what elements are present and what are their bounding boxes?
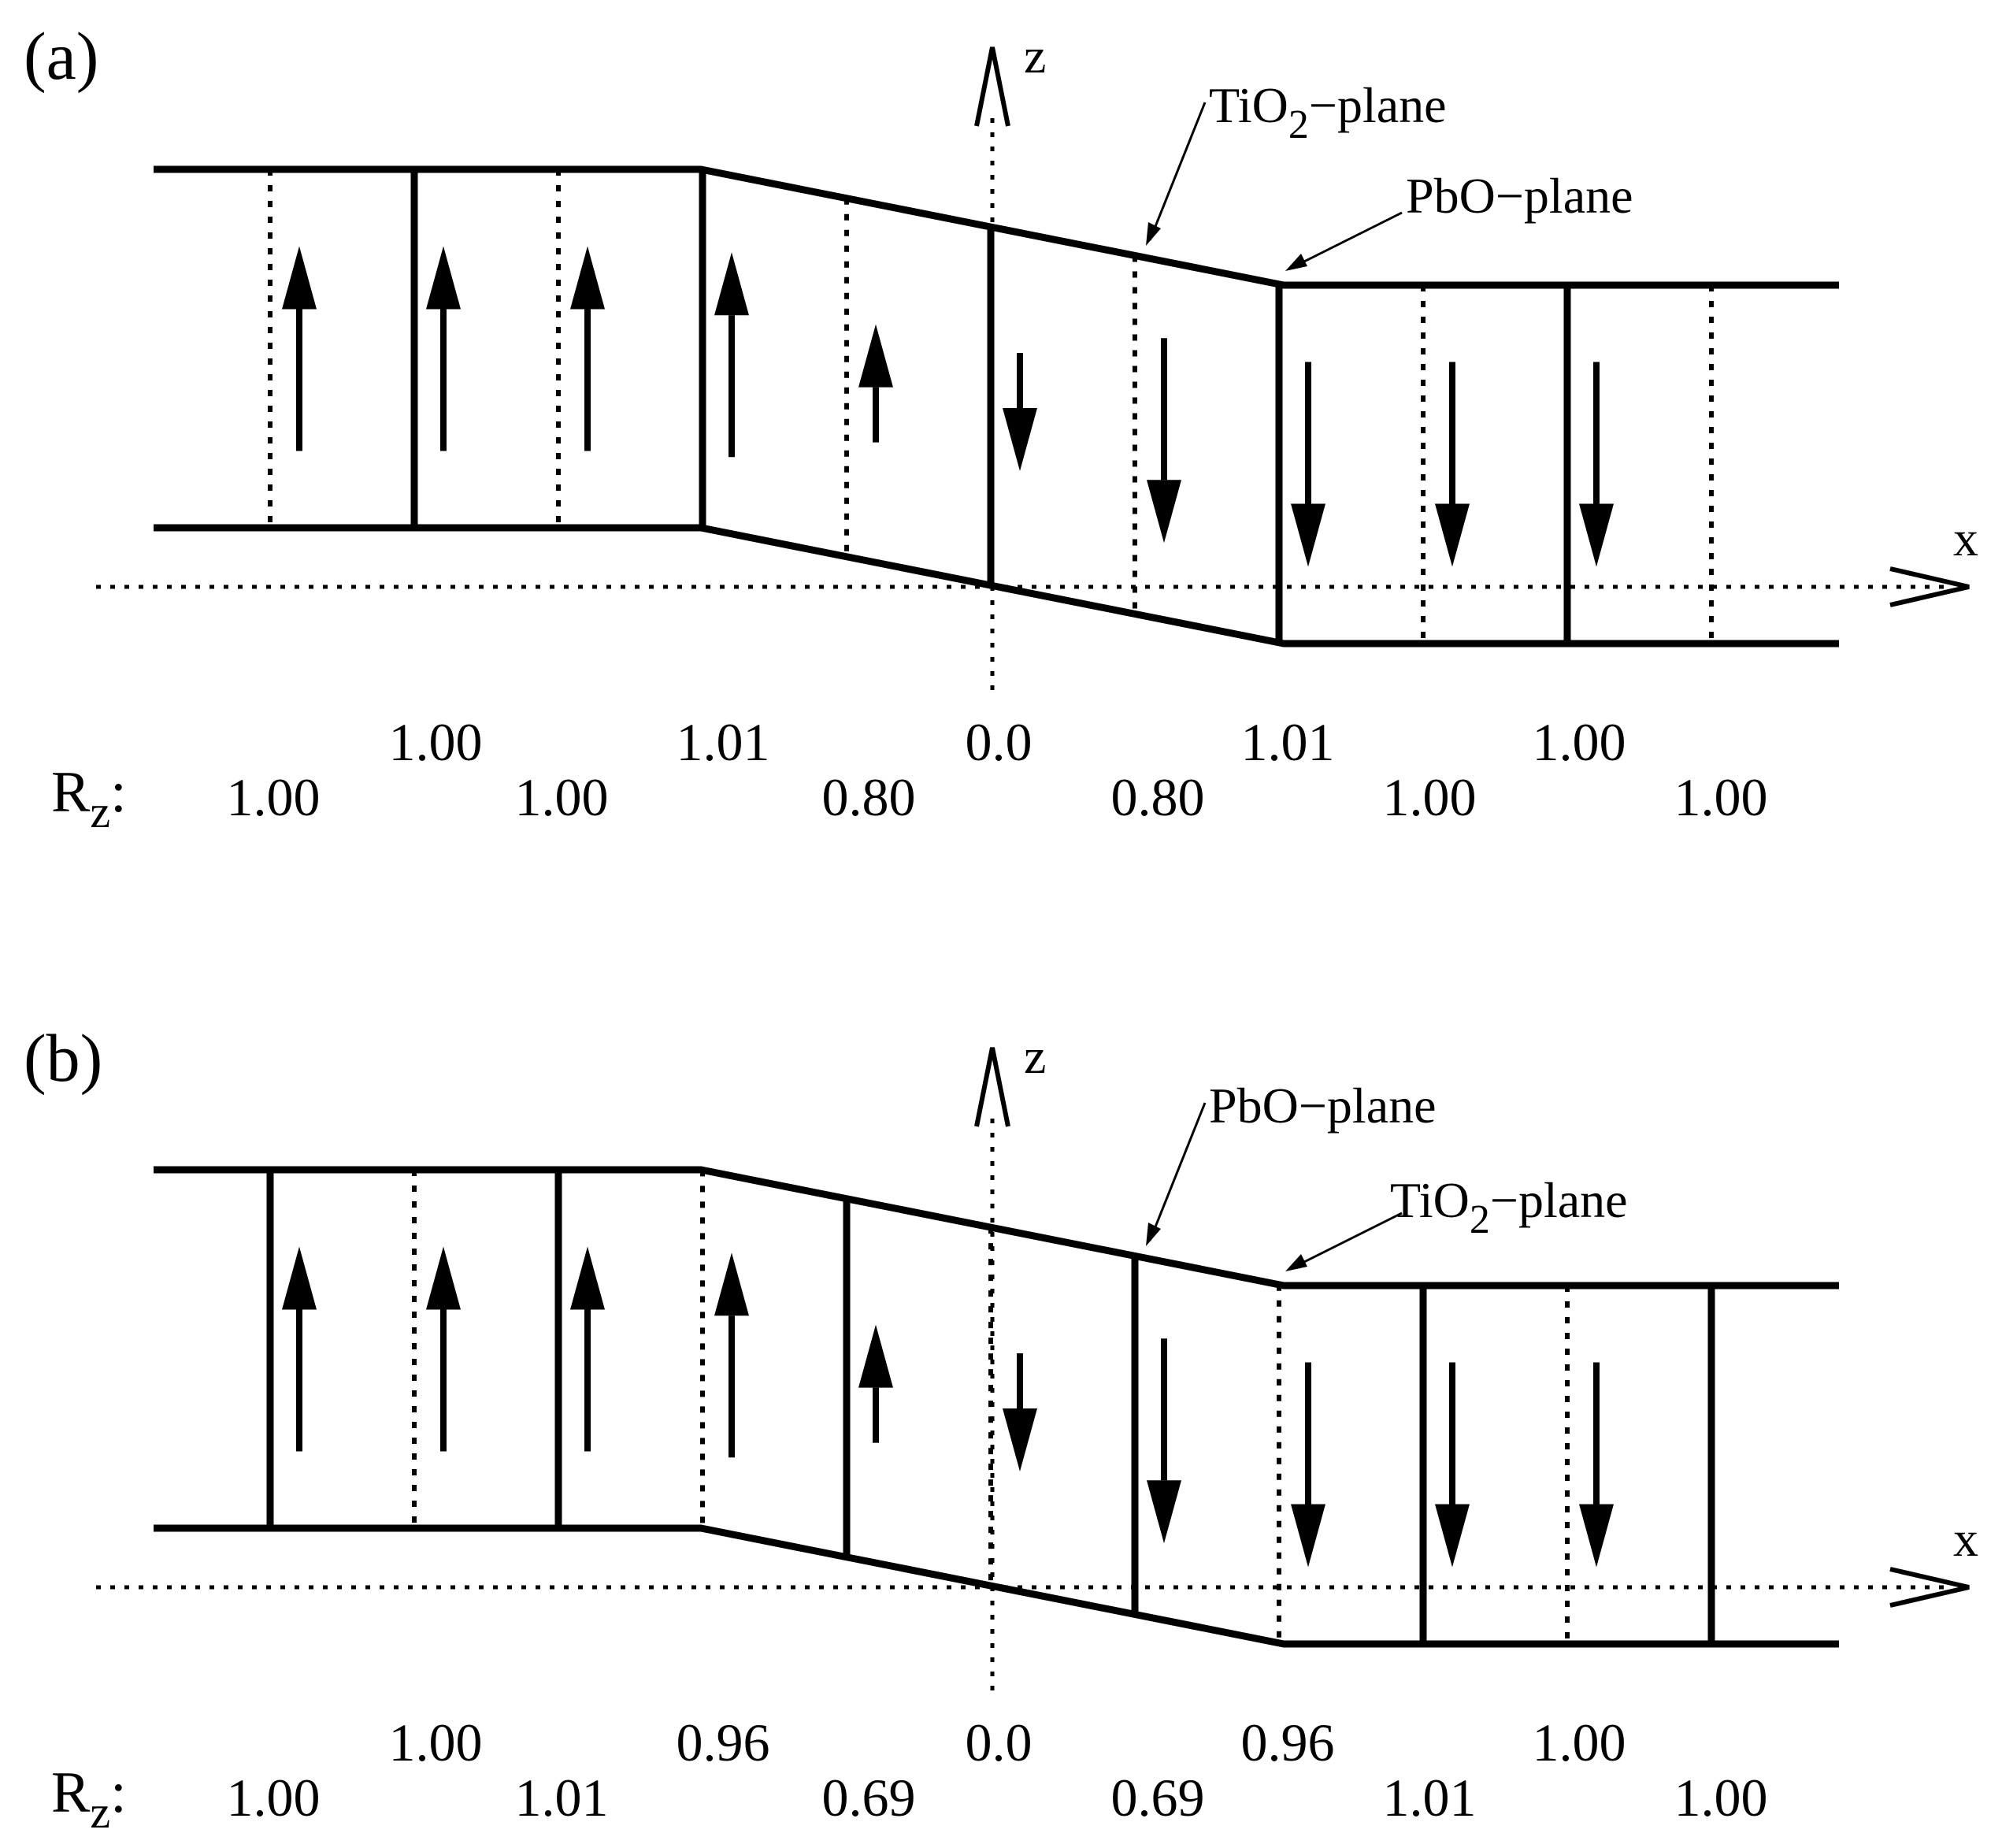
polarization-arrow-down-icon (1435, 1362, 1470, 1568)
polarization-arrow-down-icon (1003, 1353, 1037, 1471)
polarization-arrow-up-icon (858, 1324, 893, 1443)
annotation-subscript: 2 (1288, 102, 1309, 147)
annotation-subscript: 2 (1470, 1197, 1490, 1242)
rz-lower-value: 1.00 (1674, 767, 1768, 827)
z-axis: z (974, 1028, 1046, 1694)
rz-upper-value: 0.96 (677, 1713, 770, 1772)
svg-text:Rz:: Rz: (51, 1761, 127, 1838)
rz-lower-value: 1.00 (515, 767, 609, 827)
panel-label: (b) (24, 1020, 102, 1096)
svg-text:Rz:: Rz: (51, 760, 127, 837)
rz-lower-value: 1.00 (227, 1768, 321, 1828)
annotation-tio2-plane: TiO2−plane (1285, 1172, 1628, 1271)
annotation-pbo-plane: PbO−plane (1146, 1078, 1437, 1246)
rz-lower-value: 0.80 (1111, 767, 1205, 827)
rz-lower-value: 1.00 (227, 767, 321, 827)
polarization-arrow-up-icon (570, 1246, 605, 1452)
rz-upper-value: 1.00 (1533, 1713, 1626, 1772)
svg-text:PbO−plane: PbO−plane (1406, 168, 1633, 224)
rz-upper-value: 0.96 (1241, 1713, 1335, 1772)
rz-lower-value: 0.69 (822, 1768, 916, 1828)
polarization-arrow-up-icon (858, 324, 893, 443)
annotation-text: TiO (1209, 77, 1288, 133)
svg-text:TiO2−plane: TiO2−plane (1209, 77, 1447, 147)
polarization-arrow-up-icon (714, 1252, 749, 1458)
x-axis-label: x (1953, 510, 1978, 566)
svg-text:PbO−plane: PbO−plane (1209, 1078, 1437, 1134)
rz-upper-value: 0.0 (966, 1713, 1033, 1772)
svg-text:TiO2−plane: TiO2−plane (1390, 1172, 1628, 1242)
polarization-arrow-down-icon (1435, 362, 1470, 567)
rz-lower-value: 1.01 (1383, 1768, 1477, 1828)
rz-label: R (51, 1761, 91, 1825)
annotation-suffix: −plane (1490, 1172, 1628, 1228)
x-axis: x (96, 510, 1978, 607)
rz-upper-value: 1.00 (389, 1713, 483, 1772)
polarization-arrow-up-icon (426, 246, 461, 451)
polarization-arrow-down-icon (1003, 352, 1037, 471)
polarization-arrow-down-icon (1291, 362, 1325, 567)
z-axis-label: z (1024, 28, 1046, 83)
rz-upper-value: 1.00 (1533, 712, 1626, 772)
rz-upper-value: 1.01 (677, 712, 770, 772)
rz-lower-value: 1.00 (1674, 1768, 1768, 1828)
rz-upper-value: 1.01 (1241, 712, 1335, 772)
annotation-tio2-plane: TiO2−plane (1146, 77, 1447, 246)
polarization-arrow-up-icon (714, 252, 749, 458)
panel-b: (b) z x PbO−plane TiO2−plane (24, 1020, 1978, 1838)
x-axis: x (96, 1511, 1978, 1608)
structure-group (154, 165, 1839, 648)
rz-label: R (51, 760, 91, 825)
polarization-arrow-down-icon (1291, 1362, 1325, 1568)
polarization-arrow-down-icon (1147, 1338, 1181, 1544)
annotation-text: PbO−plane (1209, 1078, 1437, 1134)
rz-subscript: z (90, 786, 110, 837)
rz-lower-value: 1.00 (1383, 767, 1477, 827)
rz-colon: : (110, 1761, 127, 1825)
rz-upper-value: 0.0 (966, 712, 1033, 772)
panel-a: (a) z x TiO2−plane PbO−plane (24, 18, 1978, 837)
rz-subscript: z (90, 1787, 110, 1838)
rz-colon: : (110, 760, 127, 825)
x-axis-label: x (1953, 1511, 1978, 1567)
polarization-arrow-up-icon (426, 1246, 461, 1452)
polarization-arrow-up-icon (282, 1246, 317, 1452)
polarization-arrow-down-icon (1579, 362, 1614, 567)
annotation-text: PbO−plane (1406, 168, 1633, 224)
rz-lower-value: 0.80 (822, 767, 916, 827)
polarization-arrow-up-icon (570, 246, 605, 451)
z-axis: z (974, 28, 1046, 693)
rz-row: Rz: 1.00 1.01 0.0 1.01 1.00 1.00 1.00 0.… (51, 712, 1768, 837)
rz-row: Rz: 1.00 0.96 0.0 0.96 1.00 1.00 1.01 0.… (51, 1713, 1768, 1838)
rz-upper-value: 1.00 (389, 712, 483, 772)
annotation-pbo-plane: PbO−plane (1285, 168, 1633, 271)
panel-label: (a) (24, 18, 98, 94)
polarization-arrow-up-icon (282, 246, 317, 451)
polarization-arrow-down-icon (1579, 1362, 1614, 1568)
rz-lower-value: 0.69 (1111, 1768, 1205, 1828)
structure-group (154, 1166, 1839, 1648)
z-axis-label: z (1024, 1028, 1046, 1084)
annotation-text: TiO (1390, 1172, 1470, 1228)
polarization-arrow-down-icon (1147, 338, 1181, 544)
rz-lower-value: 1.01 (515, 1768, 609, 1828)
annotation-suffix: −plane (1309, 77, 1447, 133)
